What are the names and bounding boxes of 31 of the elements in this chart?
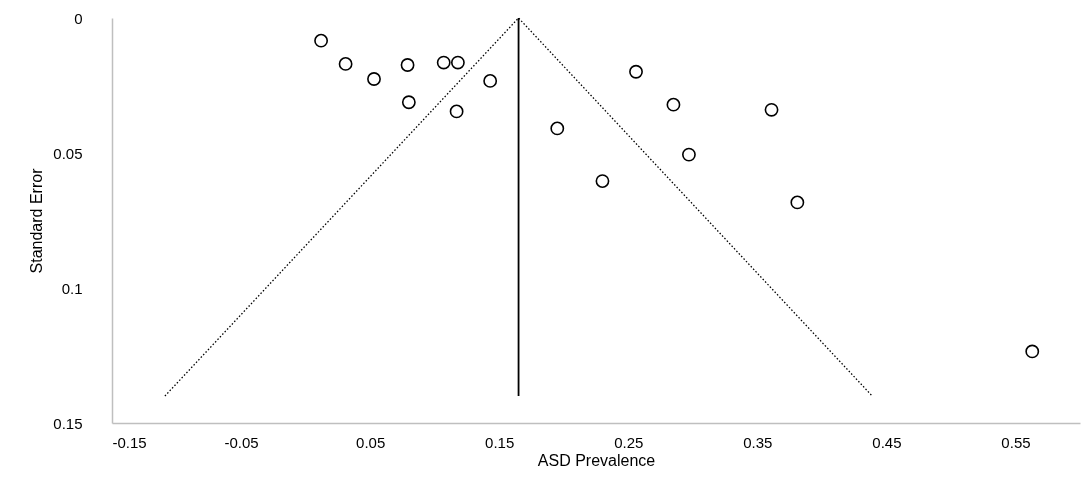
x-tick-label: -0.05 xyxy=(224,433,259,451)
point xyxy=(483,74,498,88)
point xyxy=(629,64,643,79)
point xyxy=(1025,344,1040,359)
x-tick-label: 0.05 xyxy=(356,433,386,451)
point xyxy=(367,72,381,86)
x-tick-label: 0.45 xyxy=(872,433,902,451)
y-tick-label: 0 xyxy=(74,9,83,27)
point xyxy=(449,104,464,119)
y-tick-label: 0.05 xyxy=(53,144,83,162)
point xyxy=(666,97,681,112)
point xyxy=(450,55,465,70)
x-tick-label: 0.55 xyxy=(1001,433,1031,451)
point xyxy=(401,95,416,110)
point xyxy=(595,174,610,188)
point xyxy=(764,102,779,117)
point xyxy=(790,195,805,210)
x-axis-title: ASD Prevalence xyxy=(537,451,656,469)
point xyxy=(314,33,329,48)
x-tick-label: 0.35 xyxy=(743,433,773,451)
y-tick-label: 0.15 xyxy=(53,414,83,432)
point xyxy=(400,58,415,72)
x-tick-label: -0.15 xyxy=(112,433,147,451)
x-tick-label: 0.15 xyxy=(485,433,515,451)
point xyxy=(550,121,565,136)
y-tick-label: 0.1 xyxy=(61,279,83,297)
point xyxy=(682,147,696,162)
y-axis-title: Standard Error xyxy=(28,167,46,274)
point xyxy=(436,55,451,70)
x-tick-label: 0.25 xyxy=(614,433,644,451)
point xyxy=(338,56,353,71)
